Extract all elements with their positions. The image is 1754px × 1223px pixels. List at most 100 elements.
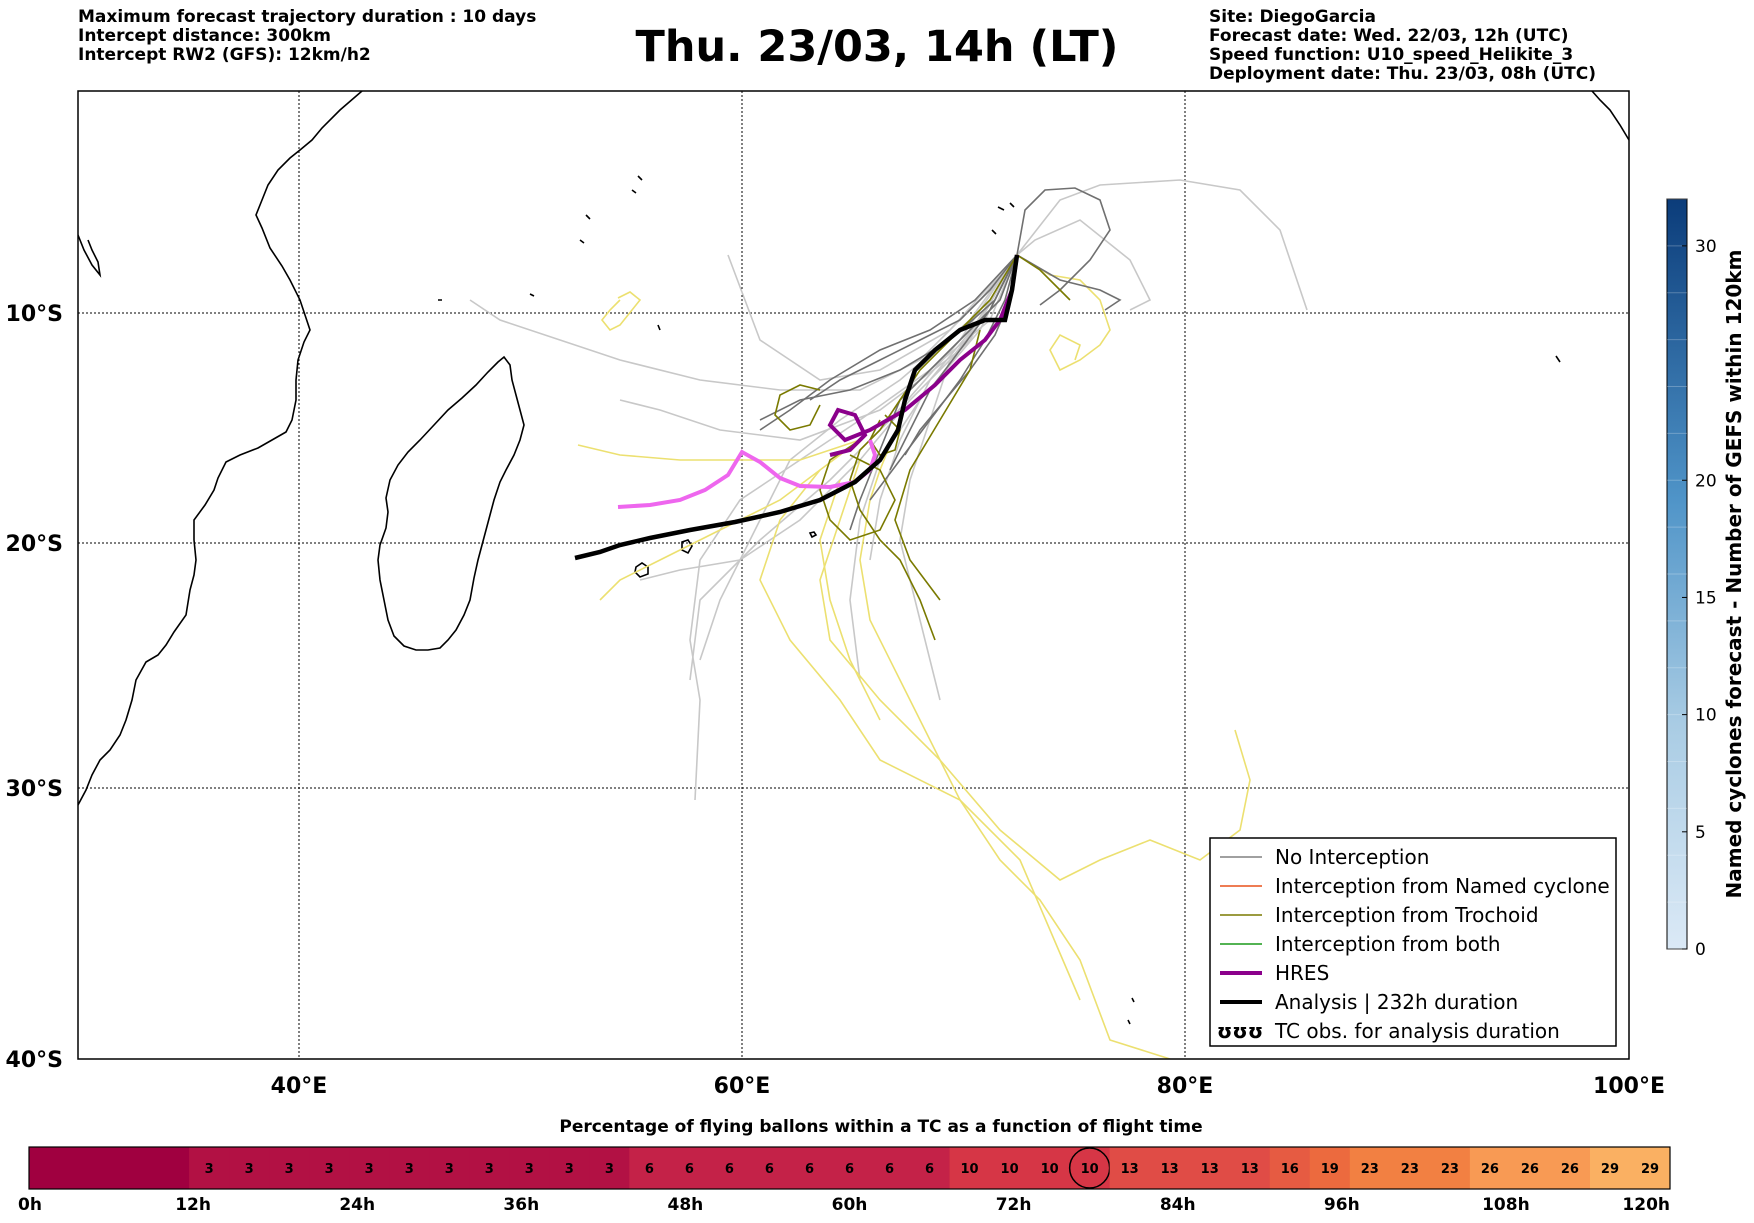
colorbar-gradient bbox=[1666, 198, 1688, 950]
flight-hour-label: 0h bbox=[18, 1195, 42, 1215]
seychelles-islands bbox=[438, 175, 661, 331]
flight-bar-value: 3 bbox=[405, 1162, 414, 1177]
flight-hour-label: 84h bbox=[1160, 1195, 1196, 1215]
site-info-line: Deployment date: Thu. 23/03, 08h (UTC) bbox=[1209, 64, 1596, 84]
colorbar-tick-label: 5 bbox=[1695, 823, 1706, 843]
flight-hour-label: 120h bbox=[1622, 1195, 1670, 1215]
flight-bar-cell bbox=[1189, 1147, 1231, 1189]
flight-bar-value: 6 bbox=[885, 1162, 894, 1177]
flight-bar-cell bbox=[1469, 1147, 1511, 1189]
site-info-line: Speed function: U10_speed_Helikite_3 bbox=[1209, 45, 1574, 65]
flight-bar-value: 26 bbox=[1521, 1162, 1539, 1177]
flight-bar-cell bbox=[349, 1147, 390, 1189]
legend-label: No Interception bbox=[1275, 845, 1429, 869]
flight-bar-cell bbox=[1309, 1147, 1351, 1189]
arabian-sea-islands bbox=[1591, 91, 1629, 141]
flight-hour-label: 12h bbox=[175, 1195, 211, 1215]
flight-bar-value: 3 bbox=[285, 1162, 294, 1177]
flight-bar-cell bbox=[1149, 1147, 1191, 1189]
trajectory-gray bbox=[889, 254, 1018, 471]
legend-symbol-tc: ʊʊʊ bbox=[1217, 1019, 1263, 1043]
trajectory-trochoid bbox=[894, 329, 981, 601]
flight-bar-value: 6 bbox=[805, 1162, 814, 1177]
arabia-coast-fragment bbox=[78, 234, 102, 278]
flight-time-bar: Percentage of flying ballons within a TC… bbox=[18, 1117, 1671, 1215]
flight-bar-cell bbox=[949, 1147, 991, 1189]
flight-hour-label: 48h bbox=[668, 1195, 704, 1215]
legend: No Interception Interception from Named c… bbox=[1209, 837, 1617, 1047]
flight-bar-value: 19 bbox=[1321, 1162, 1339, 1177]
colorbar-tick-label: 30 bbox=[1695, 237, 1717, 257]
flight-bar-value: 13 bbox=[1121, 1162, 1139, 1177]
flight-bar-cell bbox=[1509, 1147, 1551, 1189]
flight-bar-value: 29 bbox=[1601, 1162, 1619, 1177]
trajectory-gray bbox=[809, 254, 1018, 401]
coastlines bbox=[78, 91, 1629, 1025]
flight-bar-value: 3 bbox=[485, 1162, 494, 1177]
lon-label: 60°E bbox=[714, 1074, 771, 1099]
flight-bar-cell bbox=[829, 1147, 871, 1189]
flight-bar-cell bbox=[549, 1147, 590, 1189]
colorbar-label: Named cyclones forecast - Number of GEFS… bbox=[1722, 250, 1746, 899]
flight-bar-value: 23 bbox=[1361, 1162, 1379, 1177]
legend-label: Interception from Trochoid bbox=[1275, 903, 1539, 927]
flight-bar-cell bbox=[669, 1147, 710, 1189]
flight-bar-cell bbox=[229, 1147, 270, 1189]
flight-bar-cell bbox=[1629, 1147, 1671, 1189]
island-rodrigues bbox=[808, 531, 818, 539]
flight-bar-cell bbox=[509, 1147, 550, 1189]
flight-bar-value: 6 bbox=[645, 1162, 654, 1177]
flight-bar-value: 6 bbox=[845, 1162, 854, 1177]
flight-bar-value: 23 bbox=[1401, 1162, 1419, 1177]
flight-bar-cell bbox=[429, 1147, 470, 1189]
flight-bar-value: 3 bbox=[325, 1162, 334, 1177]
flight-bar-cell bbox=[1589, 1147, 1631, 1189]
flight-bar-value: 10 bbox=[1081, 1162, 1099, 1177]
flight-bar-value: 6 bbox=[765, 1162, 774, 1177]
lon-label: 100°E bbox=[1593, 1074, 1665, 1099]
flight-bar-cell bbox=[709, 1147, 750, 1189]
africa-coast bbox=[78, 91, 363, 806]
lat-label: 20°S bbox=[6, 532, 63, 557]
flight-hour-label: 72h bbox=[996, 1195, 1032, 1215]
flight-bar-cell bbox=[149, 1147, 190, 1189]
flight-bar-value: 6 bbox=[925, 1162, 934, 1177]
chagos-islands bbox=[991, 202, 1015, 235]
flight-bar-cell bbox=[469, 1147, 510, 1189]
trajectory-trochoid-light bbox=[600, 291, 642, 332]
flight-bar-value: 3 bbox=[245, 1162, 254, 1177]
param-line: Maximum forecast trajectory duration : 1… bbox=[78, 7, 537, 27]
flight-bar-cell bbox=[1389, 1147, 1431, 1189]
madagascar-coast bbox=[377, 355, 525, 651]
flight-bar-value: 13 bbox=[1161, 1162, 1179, 1177]
flight-bar-value: 3 bbox=[445, 1162, 454, 1177]
forecast-parameters: Maximum forecast trajectory duration : 1… bbox=[78, 8, 536, 65]
legend-label: Interception from both bbox=[1275, 932, 1501, 956]
flight-bar-cell bbox=[749, 1147, 790, 1189]
flight-bar-title: Percentage of flying ballons within a TC… bbox=[559, 1117, 1202, 1137]
flight-bar-value: 3 bbox=[205, 1162, 214, 1177]
flight-bar-cell bbox=[189, 1147, 230, 1189]
flight-bar-cell bbox=[389, 1147, 430, 1189]
flight-hour-label: 96h bbox=[1324, 1195, 1360, 1215]
flight-bar-value: 26 bbox=[1481, 1162, 1499, 1177]
flight-bar-cell bbox=[269, 1147, 310, 1189]
site-info: Site: DiegoGarcia Forecast date: Wed. 22/… bbox=[1209, 8, 1596, 84]
flight-bar-value: 6 bbox=[725, 1162, 734, 1177]
flight-bar-value: 16 bbox=[1281, 1162, 1299, 1177]
flight-bar-value: 6 bbox=[685, 1162, 694, 1177]
legend-label: HRES bbox=[1275, 961, 1329, 985]
trajectory-gray bbox=[849, 254, 1018, 531]
flight-bar-value: 23 bbox=[1441, 1162, 1459, 1177]
flight-bar-value: 10 bbox=[1001, 1162, 1019, 1177]
flight-bar-cell bbox=[1549, 1147, 1591, 1189]
trajectory-trochoid bbox=[774, 384, 821, 431]
lat-label: 30°S bbox=[6, 777, 63, 802]
flight-bar-cell bbox=[29, 1147, 70, 1189]
flight-bar-value: 10 bbox=[1041, 1162, 1059, 1177]
flight-bar-cell bbox=[1029, 1147, 1071, 1189]
flight-bar-cell bbox=[109, 1147, 150, 1189]
flight-hour-label: 60h bbox=[832, 1195, 868, 1215]
trajectory-trochoid-light bbox=[577, 439, 861, 461]
